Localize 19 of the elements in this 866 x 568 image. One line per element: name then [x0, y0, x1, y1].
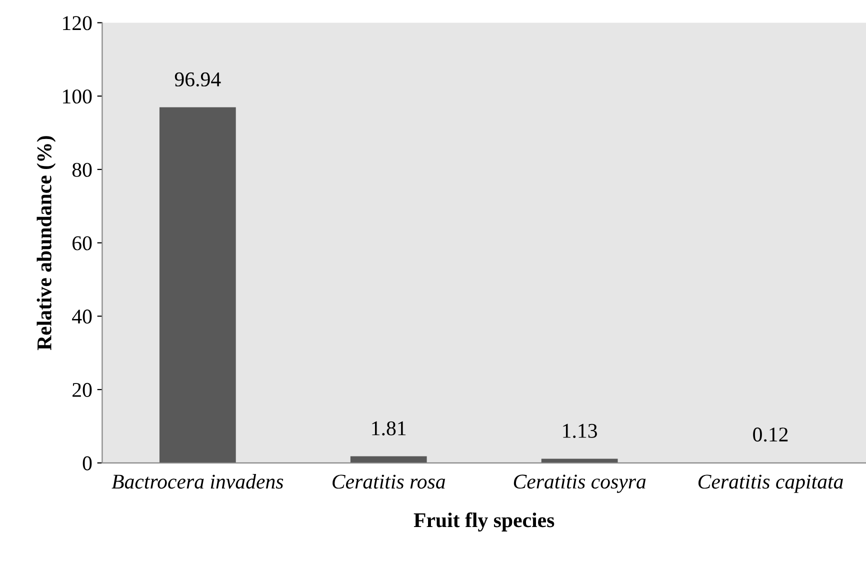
x-tick-label: Bactrocera invadens — [112, 474, 284, 489]
y-tick-label: 100 — [63, 89, 92, 104]
y-tick-label: 20 — [72, 382, 92, 397]
bar — [159, 107, 236, 463]
data-label: 96.94 — [174, 72, 221, 87]
x-tick-label: Ceratitis cosyra — [514, 474, 646, 493]
bar — [350, 456, 427, 463]
y-tick-label: 80 — [72, 162, 92, 177]
y-tick-label: 0 — [82, 456, 92, 470]
y-axis-title: Relative abundance (%) — [36, 136, 56, 350]
data-label: 0.12 — [753, 428, 788, 442]
data-label: 1.81 — [372, 421, 406, 436]
data-label: 1.13 — [563, 424, 597, 438]
y-tick-label: 60 — [72, 236, 92, 250]
y-tick-label: 120 — [63, 16, 92, 30]
x-tick-label: Ceratitis capitata — [698, 474, 843, 493]
y-tick-label: 40 — [72, 310, 92, 324]
x-tick-label: Ceratitis rosa — [332, 474, 446, 489]
x-axis-title: Fruit fly species — [414, 512, 554, 532]
